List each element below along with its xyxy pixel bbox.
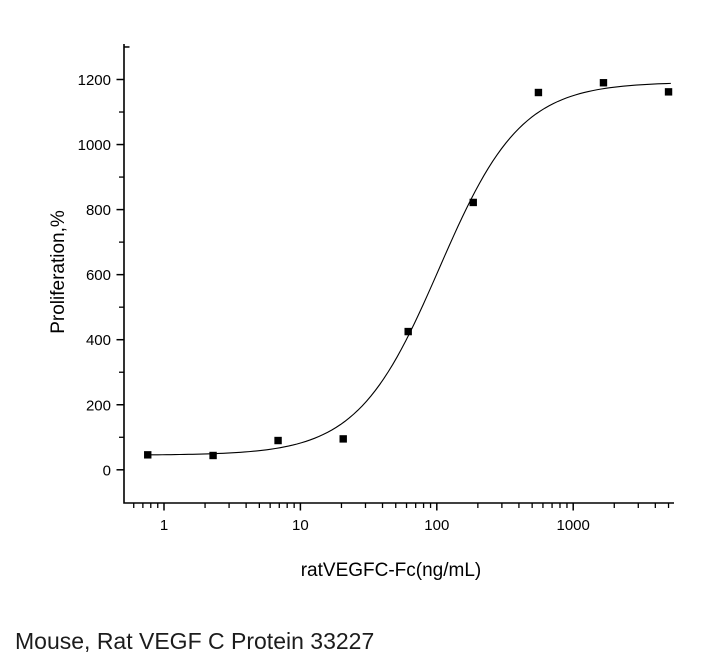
x-tick-label: 1 bbox=[160, 517, 168, 534]
figure-caption: Mouse, Rat VEGF C Protein 33227 bbox=[15, 628, 375, 654]
data-point-marker bbox=[339, 435, 347, 443]
data-point-marker bbox=[209, 451, 217, 460]
y-tick-label: 400 bbox=[86, 332, 111, 349]
x-axis-title: ratVEGFC-Fc(ng/mL) bbox=[301, 560, 482, 581]
x-tick-label: 10 bbox=[292, 517, 309, 534]
data-point-marker bbox=[664, 88, 673, 96]
x-tick-label: 100 bbox=[424, 517, 449, 534]
data-point-marker bbox=[404, 327, 412, 336]
axis-lines bbox=[123, 44, 674, 504]
y-tick-label: 1200 bbox=[78, 72, 111, 89]
chart-plot-area: 0 200 400 600 800 1000 1200 1 10 100 1000 bbox=[78, 44, 674, 534]
y-axis-title: Proliferation,% bbox=[48, 210, 69, 334]
y-tick-label: 0 bbox=[103, 462, 111, 479]
y-tick-label: 600 bbox=[86, 267, 111, 284]
data-point-marker bbox=[144, 451, 152, 459]
data-point-marker bbox=[274, 436, 282, 445]
fit-curve bbox=[149, 82, 671, 456]
y-tick-label: 1000 bbox=[78, 137, 111, 154]
data-point-marker bbox=[534, 88, 543, 97]
x-tick-label: 1000 bbox=[557, 517, 590, 534]
dose-response-chart: 0 200 400 600 800 1000 1200 1 10 100 1000 ratVEGFC… bbox=[48, 44, 674, 581]
data-point-marker bbox=[599, 79, 608, 87]
y-tick-label: 800 bbox=[86, 202, 111, 219]
data-point-marker bbox=[469, 198, 477, 207]
y-tick-label: 200 bbox=[86, 397, 111, 414]
